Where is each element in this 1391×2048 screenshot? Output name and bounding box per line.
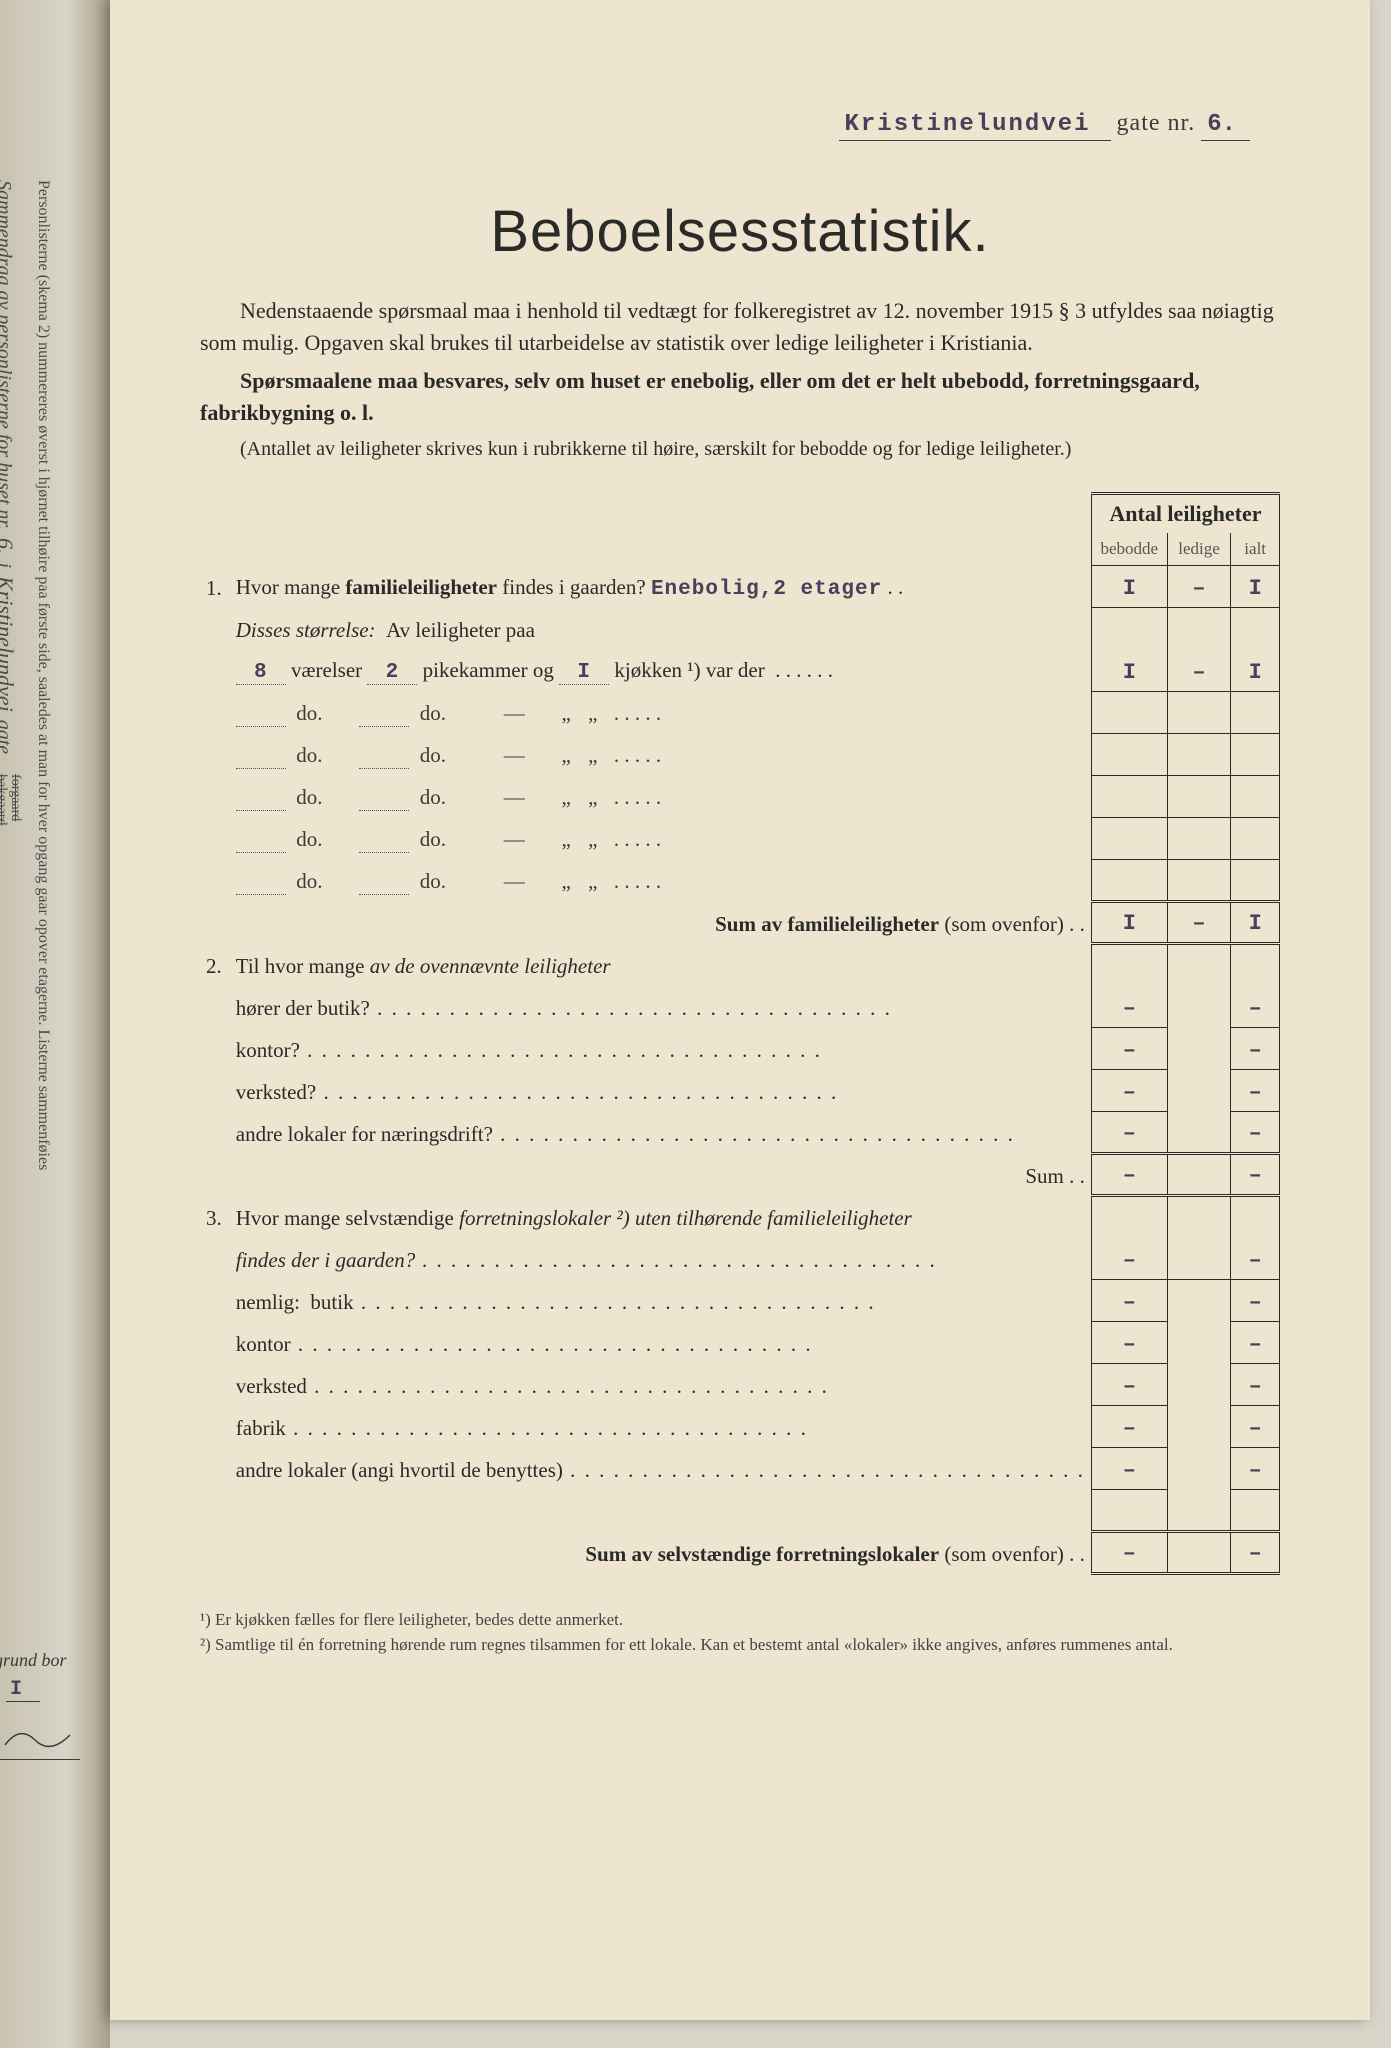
side-vertical-subtitle: Personlisterne (skema 2) nummereres øver… [34,180,52,1380]
q1-do-row: do. do. — „ „ . . . . . [230,733,1092,775]
q1-sum-ledige: – [1167,901,1231,943]
q1-sum-ialt: I [1231,901,1280,943]
q1-pikekammer: 2 [367,661,417,685]
q1-disses: Disses størrelse: Av leiligheter paa [230,607,1092,649]
col-header-ialt: ialt [1231,533,1280,566]
q3-fabrik-i: – [1231,1405,1280,1447]
q2-verksted-b: – [1091,1069,1167,1111]
q1-ialt: I [1231,565,1280,607]
q3-kontor-i: – [1231,1321,1280,1363]
col-header-group: Antal leiligheter [1091,493,1279,533]
q1-ledige: – [1167,565,1231,607]
footnote-2: ²) Samtlige til én forretning hørende ru… [200,1632,1280,1658]
gate-number: 6. [1201,111,1250,141]
q3-first-i: – [1231,1237,1280,1279]
q1-do-row: do. do. — „ „ . . . . . [230,859,1092,901]
q1-size-bebodde: I [1091,649,1167,691]
side-bakgaard: bakgaard [0,774,9,825]
q2-verksted-i: – [1231,1069,1280,1111]
q2-row-andre: andre lokaler for næringsdrift? [230,1111,1092,1153]
q2-sum-i: – [1231,1153,1280,1195]
side-text-c: gate [0,720,15,754]
q3-row-fabrik: fabrik [230,1405,1092,1447]
gate-label: gate nr. [1117,110,1196,136]
side-handwritten-street: Kristinelundvei [0,573,18,715]
q1-size-ledige: – [1167,649,1231,691]
q2-sum-b: – [1091,1153,1167,1195]
q3-row-andre: andre lokaler (angi hvortil de benyttes) [230,1447,1092,1489]
statistics-table: Antal leiligheter bebodde ledige ialt 1.… [200,492,1280,1575]
q1-typed-answer: Enebolig,2 etager [651,578,882,601]
q3-text-2: findes der i gaarden? [230,1237,1092,1279]
q3-row-kontor: kontor [230,1321,1092,1363]
street-header: Kristinelundvei gate nr. 6. [200,110,1250,138]
q1-do-row: do. do. — „ „ . . . . . [230,817,1092,859]
col-header-bebodde: bebodde [1091,533,1167,566]
q1-text: Hvor mange familieleiligheter findes i g… [230,565,1092,607]
side-text-a: Sammendrag av personlisterne for huset n… [0,180,15,530]
q1-bebodde: I [1091,565,1167,607]
q3-verksted-b: – [1091,1363,1167,1405]
q2-number: 2. [200,943,230,985]
q3-fabrik-b: – [1091,1405,1167,1447]
q2-row-verksted: verksted? [230,1069,1092,1111]
q1-size-ialt: I [1231,649,1280,691]
q3-butik-b: – [1091,1279,1167,1321]
margin-signature-scribble [0,1720,80,1760]
q3-sum-b: – [1091,1531,1167,1573]
q2-andre-b: – [1091,1111,1167,1153]
q2-row-kontor: kontor? [230,1027,1092,1069]
intro-paragraph-1: Nedenstaaende spørsmaal maa i henhold ti… [200,295,1280,359]
q3-row-verksted: verksted [230,1363,1092,1405]
q1-do-row: do. do. — „ „ . . . . . [230,691,1092,733]
q3-text: Hvor mange selvstændige forretningslokal… [230,1195,1092,1237]
q2-sum-label: Sum . . [230,1153,1092,1195]
q1-do-row: do. do. — „ „ . . . . . [230,775,1092,817]
side-vertical-title: Sammendrag av personlisterne for huset n… [0,180,22,1380]
margin-note: grund bor [0,1650,67,1671]
q1-kjokken: I [559,661,609,685]
q3-sum-label: Sum av selvstændige forretningslokaler (… [230,1531,1092,1573]
q2-kontor-i: – [1231,1027,1280,1069]
q1-number: 1. [200,565,230,607]
q3-verksted-i: – [1231,1363,1280,1405]
q3-row-butik: nemlig: butik [230,1279,1092,1321]
q2-row-butik: hører der butik? [230,985,1092,1027]
intro-paragraph-2: Spørsmaalene maa besvares, selv om huset… [200,365,1280,429]
intro-note: (Antallet av leiligheter skrives kun i r… [200,435,1280,464]
margin-value: I [6,1678,40,1702]
q1-sum-label: Sum av familieleiligheter (som ovenfor) … [230,901,1092,943]
q3-number: 3. [200,1195,230,1237]
q3-first-b: – [1091,1237,1167,1279]
document-page: Kristinelundvei gate nr. 6. Beboelsessta… [110,0,1370,2020]
q3-andre-b: – [1091,1447,1167,1489]
side-forgaard: forgaard [8,774,23,821]
q3-butik-i: – [1231,1279,1280,1321]
q2-butik-b: – [1091,985,1167,1027]
q2-text: Til hvor mange av de ovennævnte leilighe… [230,943,1092,985]
q3-kontor-b: – [1091,1321,1167,1363]
q2-andre-i: – [1231,1111,1280,1153]
q3-andre-i: – [1231,1447,1280,1489]
street-name: Kristinelundvei [839,111,1111,141]
side-handwritten-nr: 6. [0,535,18,558]
side-text-b: i [0,562,15,568]
q1-sum-bebodde: I [1091,901,1167,943]
footnotes: ¹) Er kjøkken fælles for flere leilighet… [200,1607,1280,1658]
q2-butik-i: – [1231,985,1280,1027]
col-header-ledige: ledige [1167,533,1231,566]
q1-vaerelser: 8 [236,661,286,685]
page-title: Beboelsesstatistik. [200,198,1280,265]
footnote-1: ¹) Er kjøkken fælles for flere leilighet… [200,1607,1280,1633]
q1-size-row: 8 værelser 2 pikekammer og I kjøkken ¹) … [230,649,1092,691]
q3-sum-i: – [1231,1531,1280,1573]
q2-kontor-b: – [1091,1027,1167,1069]
